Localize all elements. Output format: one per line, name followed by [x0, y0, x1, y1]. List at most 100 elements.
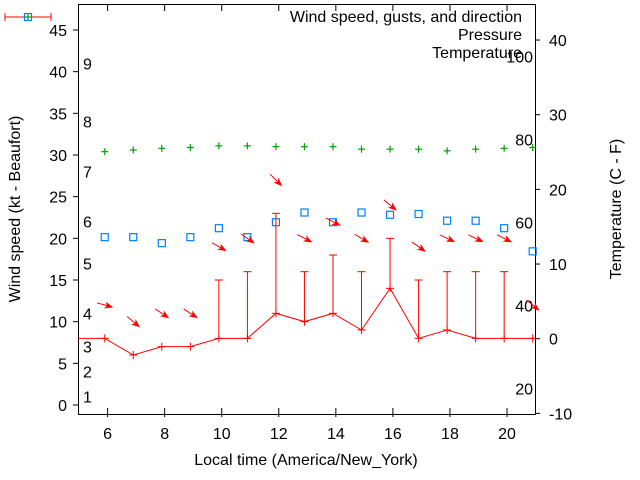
fahrenheit-scale-label: 100: [506, 50, 533, 67]
x-tick-label: 16: [384, 426, 402, 443]
wind-arrow-shaft: [496, 234, 508, 241]
wind-arrow-head: [217, 243, 227, 252]
y-left-tick-label: 35: [49, 106, 67, 123]
wind-series: [78, 173, 540, 360]
wind-arrow-shaft: [383, 199, 394, 208]
wind-direction-arrow: [496, 234, 513, 243]
plot-border: [78, 4, 536, 415]
wind-arrow-shaft: [183, 308, 194, 316]
x-tick-label: 14: [327, 426, 345, 443]
temperature-point: [471, 216, 480, 225]
wind-direction-arrow: [526, 299, 540, 311]
wind-arrow-head: [502, 235, 513, 243]
plot-frame: [78, 4, 536, 415]
x-tick-label: 8: [160, 426, 169, 443]
wind-arrow-shaft: [211, 242, 223, 250]
wind-arrow-head: [103, 301, 114, 309]
wind-arrow-shaft: [411, 241, 423, 250]
y-right-tick-label: 30: [549, 108, 567, 125]
beaufort-scale-label: 3: [83, 340, 92, 357]
wind-arrow-shaft: [240, 233, 251, 242]
y-right-tick-label: 0: [549, 332, 558, 349]
wind-arrow-head: [474, 235, 484, 243]
y-right-tick-label: -10: [549, 406, 572, 423]
wind-arrow-shaft: [354, 233, 366, 241]
temperature-point: [385, 210, 395, 219]
fahrenheit-scale-label: 20: [515, 381, 533, 398]
y-left-tick-label: 5: [58, 356, 67, 373]
wind-arrow-shaft: [325, 217, 337, 224]
pressure-plus-marker: [24, 13, 32, 21]
temperature-point: [500, 224, 509, 233]
wind-direction-arrow: [240, 233, 255, 244]
temperature-series: [100, 208, 537, 256]
wind-arrow-shaft: [154, 308, 166, 316]
wind-arrow-head: [302, 235, 313, 243]
wind-arrow-shaft: [526, 299, 537, 308]
pressure-series: [101, 142, 537, 156]
temperature-point: [214, 224, 223, 233]
x-tick-label: 20: [498, 426, 516, 443]
wind-direction-arrow: [354, 233, 370, 243]
temperature-point: [100, 233, 109, 242]
wind-direction-arrow: [383, 199, 397, 211]
beaufort-scale-label: 5: [83, 256, 92, 273]
legend-item-temperature: Temperature: [0, 12, 522, 63]
beaufort-scale-label: 8: [83, 115, 92, 132]
wind-arrow-shaft: [468, 234, 480, 241]
legend-item-pressure: Pressure: [0, 13, 522, 45]
wind-direction-arrow: [126, 316, 141, 328]
wind-direction-arrow: [439, 234, 456, 243]
wind-arrow-head: [416, 243, 426, 252]
wind-direction-arrow: [468, 234, 484, 243]
temperature-point: [357, 208, 366, 217]
temperature-point: [443, 216, 452, 225]
tick-labels: 6 8 10 12 14 16 18 20051015202530354045-1001020…: [49, 23, 572, 443]
axis-ticks: [73, 4, 540, 417]
y-left-tick-label: 40: [49, 65, 67, 82]
wind-arrow-shaft: [269, 173, 280, 184]
beaufort-scale-label: 7: [83, 165, 92, 182]
beaufort-scale-label: 9: [83, 56, 92, 73]
wind-arrow-head: [273, 177, 283, 187]
wind-direction-arrow: [183, 308, 198, 319]
wind-arrow-shaft: [439, 234, 451, 241]
wind-direction-arrow: [269, 173, 283, 187]
wind-arrow-head: [331, 218, 341, 226]
y-right-tick-label: 10: [549, 257, 567, 274]
x-tick-label: 12: [270, 426, 288, 443]
temperature-point: [186, 233, 195, 242]
fahrenheit-scale-label: 80: [515, 133, 533, 150]
temperature-point: [300, 208, 309, 217]
wind-arrow-shaft: [96, 302, 109, 307]
y-left-tick-label: 45: [49, 23, 67, 40]
wind-arrow-head: [188, 310, 198, 319]
x-tick-label: 18: [441, 426, 459, 443]
temperature-point: [129, 233, 138, 242]
legend-label-temperature: Temperature: [432, 45, 522, 62]
beaufort-scale-label: 6: [83, 215, 92, 232]
fahrenheit-scale-label: 60: [515, 216, 533, 233]
wind-arrow-head: [359, 235, 370, 243]
legend-label-wind: Wind speed, gusts, and direction: [289, 9, 522, 26]
wind-direction-arrow: [297, 234, 313, 243]
x-axis-label: Local time (America/New_York): [194, 452, 418, 469]
legend-item-wind: Wind speed, gusts, and direction: [0, 9, 522, 27]
wind-direction-arrow: [96, 301, 114, 309]
wind-direction-arrow: [325, 217, 341, 226]
wind-arrow-head: [387, 202, 397, 211]
wind-arrow-shaft: [297, 234, 309, 241]
temperature-square-marker: [23, 12, 33, 22]
wind-direction-arrow: [211, 242, 227, 252]
beaufort-scale-label: 1: [83, 390, 92, 407]
wind-arrow-head: [530, 302, 540, 311]
y-left-tick-label: 15: [49, 273, 67, 290]
x-tick-label: 10: [213, 426, 231, 443]
y-left-tick-label: 25: [49, 190, 67, 207]
temperature-point: [414, 209, 423, 219]
y-left-tick-label: 0: [58, 398, 67, 415]
y-axis-label: Wind speed (kt - Beaufort): [7, 115, 24, 303]
y2-axis-label: Temperature (C - F): [608, 138, 625, 280]
